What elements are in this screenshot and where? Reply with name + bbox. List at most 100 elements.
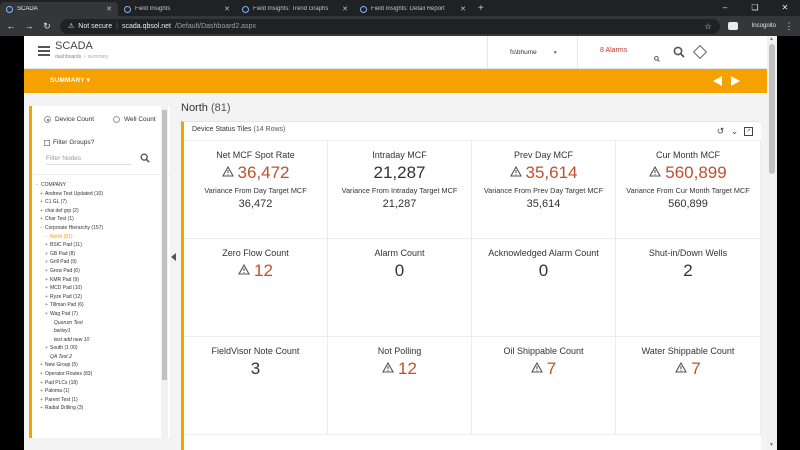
- expand-icon[interactable]: +: [45, 250, 48, 257]
- collapse-icon[interactable]: -: [40, 224, 42, 231]
- expand-icon[interactable]: +: [45, 285, 48, 292]
- tree-node[interactable]: - COMPANY: [36, 181, 166, 190]
- collapse-sidebar-icon[interactable]: [171, 253, 176, 261]
- forward-icon[interactable]: →: [24, 21, 34, 31]
- alarms-label[interactable]: 8 Alarms: [600, 47, 628, 54]
- tree-node[interactable]: + South (1 00): [36, 344, 166, 353]
- expand-icon[interactable]: +: [45, 310, 48, 317]
- url-field[interactable]: ⚠ Not secure | scada.qbsol.net/Default/D…: [60, 18, 720, 34]
- tree-node[interactable]: + KMR Pad (9): [36, 276, 166, 285]
- status-tile[interactable]: Acknowledged Alarm Count 0: [472, 239, 616, 337]
- hamburger-icon[interactable]: [38, 46, 50, 56]
- well-count-radio[interactable]: Well Count: [113, 116, 156, 123]
- page-scroll-thumb[interactable]: [769, 44, 775, 174]
- tree-node[interactable]: - Corporate Hierarchy (157): [36, 224, 166, 233]
- collapse-icon[interactable]: -: [36, 182, 38, 188]
- close-icon[interactable]: ✕: [781, 3, 789, 12]
- tab-close-icon[interactable]: ✕: [342, 6, 348, 13]
- summary-dropdown[interactable]: SUMMARY ▾: [50, 77, 91, 84]
- expand-icon[interactable]: +: [45, 242, 48, 249]
- status-tile[interactable]: Intraday MCF 21,287 Variance From Intraday…: [328, 141, 472, 239]
- browser-tab[interactable]: Field Insights ✕: [118, 2, 236, 16]
- tab-close-icon[interactable]: ✕: [224, 6, 230, 13]
- page-scrollbar[interactable]: ▲ ▼: [767, 36, 777, 450]
- status-tile[interactable]: Oil Shippable Count 7: [472, 337, 616, 435]
- tree-node[interactable]: + Char Test (1): [36, 215, 166, 224]
- tree-node[interactable]: + New Group (5): [36, 361, 166, 370]
- expand-icon[interactable]: +: [45, 302, 48, 309]
- restore-icon[interactable]: ❑: [751, 3, 759, 12]
- expand-icon[interactable]: +: [45, 293, 48, 300]
- tree-node[interactable]: + Operator Routes (83): [36, 370, 166, 379]
- tree-node[interactable]: + Grill Pad (9): [36, 258, 166, 267]
- tree-node[interactable]: + GB Pad (8): [36, 250, 166, 259]
- tree-node[interactable]: + Ryze Pad (12): [36, 293, 166, 302]
- tree-node[interactable]: Quorum Test: [36, 319, 166, 328]
- expand-icon[interactable]: +: [40, 371, 43, 378]
- tree-node[interactable]: + Paloma (1): [36, 387, 166, 396]
- back-icon[interactable]: ←: [6, 21, 16, 31]
- filter-groups-checkbox[interactable]: Filter Groups?: [44, 139, 94, 146]
- tree-node[interactable]: + Radial Drilling (3): [36, 404, 166, 413]
- export-icon[interactable]: ↗: [744, 127, 753, 136]
- expand-icon[interactable]: +: [40, 216, 43, 223]
- search-icon[interactable]: [673, 46, 685, 58]
- browser-tab[interactable]: Field Insights: Trend Graphs ✕: [236, 2, 354, 16]
- status-tile[interactable]: Net MCF Spot Rate 36,472 Variance From Day…: [184, 141, 328, 239]
- sidebar-scrollbar[interactable]: [161, 106, 168, 438]
- expand-icon[interactable]: +: [45, 267, 48, 274]
- tree-node[interactable]: + Andrew Test Updated (10): [36, 190, 166, 199]
- expand-icon[interactable]: +: [40, 396, 43, 403]
- expand-icon[interactable]: +: [45, 259, 48, 266]
- settings-diamond-icon[interactable]: [692, 44, 708, 60]
- new-tab-button[interactable]: +: [478, 3, 484, 14]
- status-tile[interactable]: FieldVisor Note Count 3: [184, 337, 328, 435]
- status-tile[interactable]: Alarm Count 0: [328, 239, 472, 337]
- status-tile[interactable]: Shut-in/Down Wells 2: [616, 239, 761, 337]
- expand-icon[interactable]: +: [40, 388, 43, 395]
- refresh-icon[interactable]: ↺: [716, 126, 725, 136]
- breadcrumb-root[interactable]: dashboards: [55, 54, 82, 60]
- minimize-icon[interactable]: –: [722, 3, 728, 12]
- expand-icon[interactable]: +: [40, 379, 43, 386]
- tree-node[interactable]: barley1: [36, 327, 166, 336]
- alarms-indicator[interactable]: 8 Alarms: [578, 36, 668, 69]
- device-count-radio[interactable]: Device Count: [44, 116, 94, 123]
- status-tile[interactable]: Zero Flow Count 12: [184, 239, 328, 337]
- tab-close-icon[interactable]: ✕: [106, 6, 112, 13]
- tree-node[interactable]: - North (81): [36, 233, 166, 242]
- tree-node[interactable]: + Tillman Pad (6): [36, 301, 166, 310]
- expand-icon[interactable]: +: [40, 207, 43, 214]
- sidebar-scroll-thumb[interactable]: [162, 110, 167, 380]
- tree-node[interactable]: QA Test 2: [36, 353, 166, 362]
- tree-node[interactable]: + chai def grp (2): [36, 207, 166, 216]
- scroll-down-icon[interactable]: ▼: [769, 442, 774, 448]
- filter-nodes-input[interactable]: [46, 153, 131, 165]
- magnifier-icon[interactable]: [654, 56, 660, 62]
- browser-tab[interactable]: SCADA ✕: [0, 2, 118, 16]
- tree-node[interactable]: + BSIC Pad (11): [36, 241, 166, 250]
- expand-icon[interactable]: +: [45, 345, 48, 352]
- tree-node[interactable]: + C1 GL (7): [36, 198, 166, 207]
- tree-node[interactable]: + Wag Pad (7): [36, 310, 166, 319]
- tree-node[interactable]: + Parent Test (1): [36, 396, 166, 405]
- tree-node[interactable]: + Grow Pad (6): [36, 267, 166, 276]
- browser-tab[interactable]: Field Insights: Detail Report ✕: [354, 2, 472, 16]
- expand-icon[interactable]: +: [45, 276, 48, 283]
- status-tile[interactable]: Prev Day MCF 35,614 Variance From Prev Day…: [472, 141, 616, 239]
- expand-icon[interactable]: +: [40, 199, 43, 206]
- menu-icon[interactable]: ⋮: [784, 20, 794, 31]
- bookmark-star-icon[interactable]: ☆: [704, 21, 712, 31]
- expand-icon[interactable]: +: [40, 362, 43, 369]
- reload-icon[interactable]: ↻: [43, 20, 51, 31]
- tab-close-icon[interactable]: ✕: [460, 6, 466, 13]
- status-tile[interactable]: Cur Month MCF 560,899 Variance From Cur Mo…: [616, 141, 761, 239]
- tree-node[interactable]: + MCD Pad (10): [36, 284, 166, 293]
- tree-node[interactable]: + Pad PLCs (18): [36, 379, 166, 388]
- chevron-down-icon[interactable]: ⌄: [730, 126, 739, 136]
- status-tile[interactable]: Water Shippable Count 7: [616, 337, 761, 435]
- expand-icon[interactable]: +: [40, 405, 43, 412]
- collapse-icon[interactable]: -: [45, 233, 47, 240]
- search-icon[interactable]: [140, 153, 150, 163]
- status-tile[interactable]: Not Polling 12: [328, 337, 472, 435]
